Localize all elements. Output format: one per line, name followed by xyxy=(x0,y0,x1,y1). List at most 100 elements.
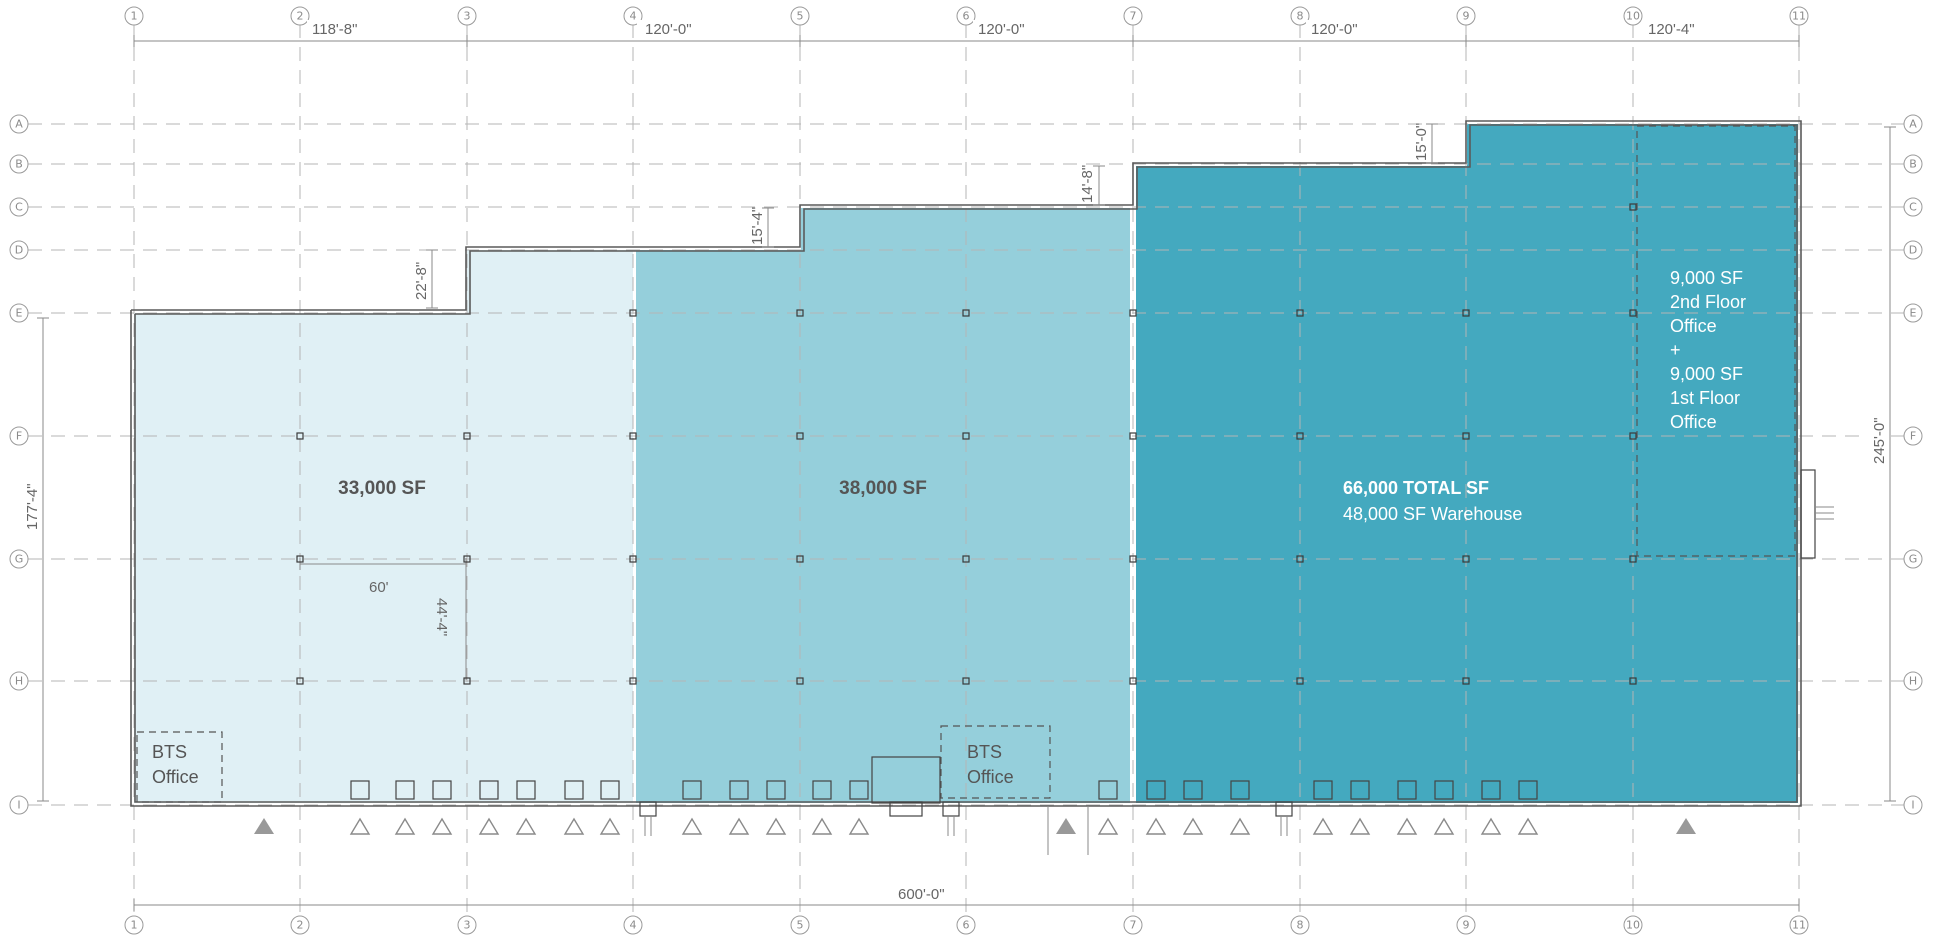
column-0 xyxy=(296,432,304,440)
grid-label-col-5-top: 5 xyxy=(797,10,804,23)
dock-door-7 xyxy=(682,780,702,800)
grid-label-col-11-bottom: 11 xyxy=(1792,919,1806,932)
dock-door-21 xyxy=(1518,780,1538,800)
column-23 xyxy=(1296,432,1304,440)
grid-bubble-row-C-left xyxy=(9,197,29,217)
grid-bubble-col-3-bottom xyxy=(457,915,477,935)
grid-label-row-D-left: D xyxy=(15,244,23,257)
drive-in-ramp-1 xyxy=(1056,818,1076,834)
dim-top-3: 120'-0" xyxy=(978,21,1025,38)
building-outline-inner xyxy=(134,124,1798,803)
column-7 xyxy=(629,432,637,440)
grid-label-row-D-right: D xyxy=(1909,244,1917,257)
grid-bubble-col-4-bottom xyxy=(623,915,643,935)
dock-door-5 xyxy=(564,780,584,800)
grid-bubble-row-I-left xyxy=(9,795,29,815)
column-25 xyxy=(1296,677,1304,685)
bottom-dimension: 600'-0" xyxy=(133,884,1800,911)
dock-marker-13 xyxy=(1145,817,1167,835)
grid-label-col-8-bottom: 8 xyxy=(1297,919,1304,932)
grid-label-col-9-top: 9 xyxy=(1463,10,1470,23)
grid-label-col-11-top: 11 xyxy=(1792,10,1806,23)
grid-bubble-col-1-top xyxy=(124,6,144,26)
column-21 xyxy=(1129,677,1137,685)
dock-door-10 xyxy=(812,780,832,800)
dock-marker-8 xyxy=(728,817,750,835)
dock-marker-14 xyxy=(1182,817,1204,835)
dim-top-2: 120'-0" xyxy=(645,21,692,38)
column-4 xyxy=(463,555,471,563)
dock-marker-9 xyxy=(765,817,787,835)
column-1 xyxy=(296,555,304,563)
right-dimension: 245'-0" xyxy=(1868,126,1896,802)
grid-bubble-col-6-top xyxy=(956,6,976,26)
column-33 xyxy=(1629,677,1637,685)
grid-label-col-9-bottom: 9 xyxy=(1463,919,1470,932)
column-3 xyxy=(463,432,471,440)
grid-label-col-5-bottom: 5 xyxy=(797,919,804,932)
dock-door-6 xyxy=(600,780,620,800)
grid-label-row-G-right: G xyxy=(1909,553,1918,566)
space-b-area: 38,000 SF xyxy=(839,478,927,499)
building-outline xyxy=(130,120,1802,807)
dock-marker-20 xyxy=(1480,817,1502,835)
dock-door-12 xyxy=(1098,780,1118,800)
grid-bubble-col-8-bottom xyxy=(1290,915,1310,935)
grid-label-col-1-bottom: 1 xyxy=(131,919,138,932)
dock-marker-11 xyxy=(848,817,870,835)
columns xyxy=(296,203,1637,685)
dim-step-2: 15'-4" xyxy=(749,207,766,245)
grid-label-row-B-right: B xyxy=(1909,158,1917,171)
bts-office-1-box xyxy=(136,731,223,803)
grid-bubble-row-B-left xyxy=(9,154,29,174)
grid-bubble-row-E-left xyxy=(9,303,29,323)
grid-bubble-row-F-right xyxy=(1903,426,1923,446)
column-28 xyxy=(1462,555,1470,563)
bts-office-1-line-2: Office xyxy=(152,767,199,787)
dock-door-4 xyxy=(516,780,536,800)
grid-bubble-col-1-bottom xyxy=(124,915,144,935)
dim-top-5: 120'-4" xyxy=(1648,21,1695,38)
grid-bubble-col-2-bottom xyxy=(290,915,310,935)
grid-bubble-col-8-top xyxy=(1290,6,1310,26)
drive-in-ramp-2 xyxy=(1676,818,1696,834)
grid-label-col-3-top: 3 xyxy=(464,10,471,23)
space-c-warehouse: 48,000 SF Warehouse xyxy=(1343,504,1522,524)
column-19 xyxy=(1129,432,1137,440)
grid-label-col-6-bottom: 6 xyxy=(963,919,970,932)
dock-marker-6 xyxy=(599,817,621,835)
column-5 xyxy=(463,677,471,685)
grid-label-row-E-right: E xyxy=(1910,307,1917,320)
dock-marker-12 xyxy=(1097,817,1119,835)
grid-label-row-H-left: H xyxy=(15,675,23,688)
dock-door-9 xyxy=(766,780,786,800)
grid-bubble-col-2-top xyxy=(290,6,310,26)
grid-label-col-2-top: 2 xyxy=(297,10,304,23)
column-10 xyxy=(796,309,804,317)
column-20 xyxy=(1129,555,1137,563)
space-c-office-line-5: 9,000 SF xyxy=(1670,364,1743,384)
grid-bubble-row-C-right xyxy=(1903,197,1923,217)
column-9 xyxy=(629,677,637,685)
grid-label-row-F-left: F xyxy=(16,430,22,443)
dock-door-2 xyxy=(432,780,452,800)
space-b-fill xyxy=(636,208,1130,803)
grid-label-col-6-top: 6 xyxy=(963,10,970,23)
column-11 xyxy=(796,432,804,440)
dock-marker-1 xyxy=(394,817,416,835)
dock-doors xyxy=(349,780,1539,835)
stair-symbols xyxy=(639,469,1834,855)
dock-door-20 xyxy=(1481,780,1501,800)
grid-bubble-row-A-left xyxy=(9,114,29,134)
grid-bubble-col-10-top xyxy=(1623,6,1643,26)
office-space-c-box xyxy=(1636,125,1796,557)
space-c-area: 66,000 TOTAL SF xyxy=(1343,478,1489,498)
grid-bubble-row-B-right xyxy=(1903,154,1923,174)
grid-bubble-col-3-top xyxy=(457,6,477,26)
dock-marker-21 xyxy=(1517,817,1539,835)
grid-label-col-8-top: 8 xyxy=(1297,10,1304,23)
grid-bubble-row-D-left xyxy=(9,240,29,260)
grid-bubble-col-9-bottom xyxy=(1456,915,1476,935)
